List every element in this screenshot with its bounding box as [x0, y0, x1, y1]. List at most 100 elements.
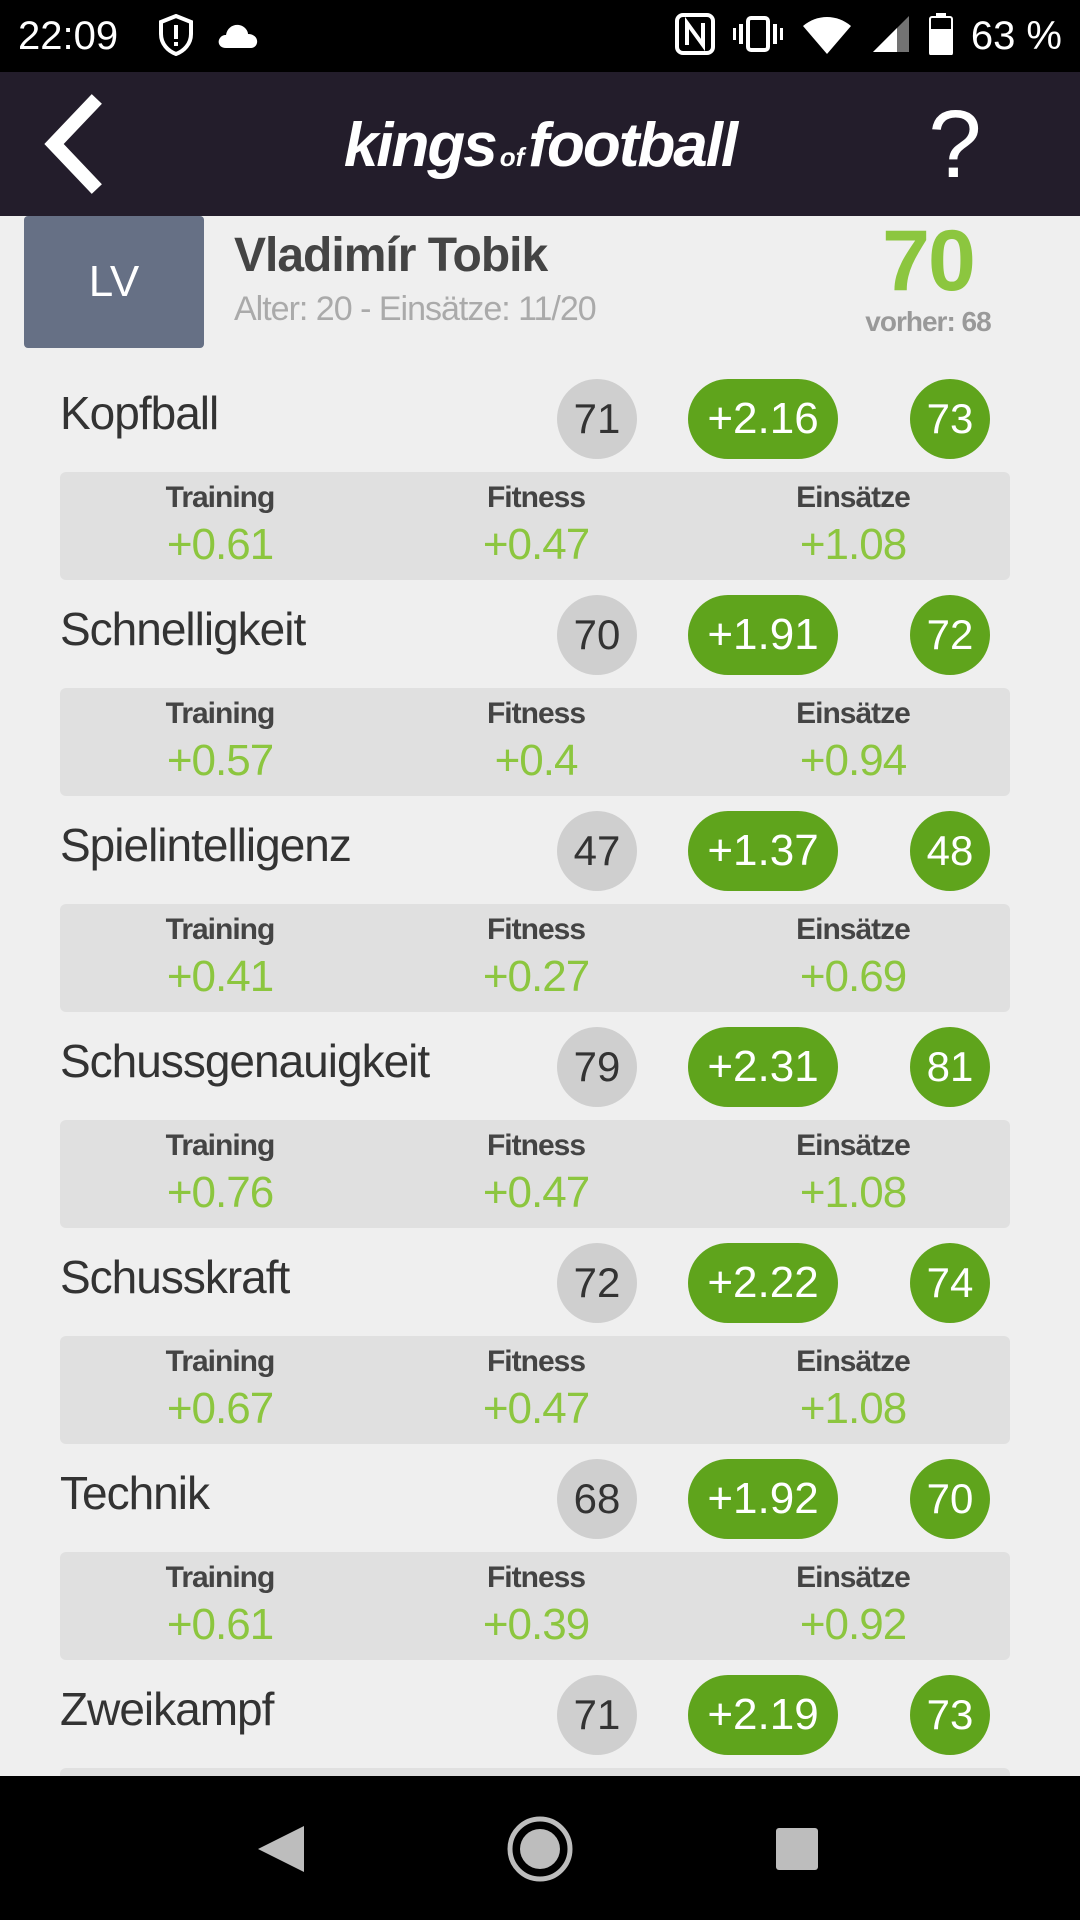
new-value-badge: 70 — [910, 1459, 990, 1539]
training-label: Training — [165, 697, 276, 730]
training-value: +0.57 — [166, 736, 274, 785]
training-label: Training — [165, 481, 276, 514]
fitness-value: +0.39 — [482, 1600, 590, 1649]
matches-label: Einsätze — [796, 1129, 911, 1162]
signal-icon — [871, 14, 911, 59]
battery-icon — [928, 12, 953, 60]
new-value-badge: 73 — [910, 1675, 990, 1755]
new-value-badge: 48 — [910, 811, 990, 891]
old-value-badge: 68 — [557, 1459, 637, 1539]
system-nav-bar — [0, 1776, 1080, 1920]
new-value-badge: 81 — [910, 1027, 990, 1107]
new-value-badge: 74 — [910, 1243, 990, 1323]
cloud-icon — [216, 20, 260, 55]
matches-column: Einsätze +0.92 — [733, 1558, 973, 1652]
matches-column: Einsätze +1.08 — [733, 1126, 973, 1220]
fitness-label: Fitness — [486, 481, 586, 514]
delta-badge: +2.19 — [688, 1675, 838, 1755]
attribute-name: Zweikampf — [60, 1683, 274, 1735]
attribute-breakdown: Training +0.61 Fitness +0.39 Einsätze +0… — [60, 1552, 1010, 1660]
status-bar: 22:09 63 % — [0, 0, 1080, 72]
nav-recents-button[interactable] — [752, 1804, 842, 1894]
matches-column: Einsätze +0.69 — [733, 910, 973, 1004]
attribute-list: Kopfball 71 +2.16 73 Training +0.61 Fitn… — [0, 366, 1080, 1776]
attribute-header: Schusskraft 72 +2.22 74 — [0, 1230, 1080, 1323]
position-badge: LV — [24, 216, 204, 348]
attribute-breakdown: Training +0.61 Fitness +0.47 Einsätze +1… — [60, 472, 1010, 580]
training-column: Training +0.67 — [100, 1342, 340, 1436]
attribute-breakdown: Training +0.67 Fitness +0.47 Einsätze +1… — [60, 1336, 1010, 1444]
back-button[interactable] — [36, 92, 108, 196]
old-value-badge: 71 — [557, 1675, 637, 1755]
attribute-row: Technik 68 +1.92 70 Training +0.61 Fitne… — [0, 1446, 1080, 1662]
matches-value: +0.92 — [799, 1600, 907, 1649]
delta-badge: +2.22 — [688, 1243, 838, 1323]
status-time: 22:09 — [18, 14, 119, 58]
matches-label: Einsätze — [796, 697, 911, 730]
delta-badge: +2.31 — [688, 1027, 838, 1107]
attribute-name: Schnelligkeit — [60, 603, 306, 655]
attribute-breakdown: Training +0.41 Fitness +0.27 Einsätze +0… — [60, 904, 1010, 1012]
matches-value: +1.08 — [799, 1168, 907, 1217]
app-logo: kings offootball — [343, 111, 738, 180]
attribute-header: Schussgenauigkeit 79 +2.31 81 — [0, 1014, 1080, 1107]
training-value: +0.61 — [166, 1600, 274, 1649]
square-recents-icon — [776, 1828, 818, 1870]
training-label: Training — [165, 1561, 276, 1594]
old-value-badge: 47 — [557, 811, 637, 891]
fitness-label: Fitness — [486, 1129, 586, 1162]
player-name: Vladimír Tobik — [234, 229, 548, 282]
triangle-back-icon — [258, 1826, 304, 1872]
app-header: kings offootball ? — [0, 72, 1080, 216]
fitness-label: Fitness — [486, 1561, 586, 1594]
fitness-column: Fitness +0.27 — [416, 910, 656, 1004]
matches-label: Einsätze — [796, 1345, 911, 1378]
fitness-label: Fitness — [486, 697, 586, 730]
training-label: Training — [165, 1345, 276, 1378]
attribute-row: Schnelligkeit 70 +1.91 72 Training +0.57… — [0, 582, 1080, 798]
nav-home-button[interactable] — [495, 1804, 585, 1894]
fitness-value: +0.47 — [482, 1384, 590, 1433]
training-column: Training +0.76 — [100, 1126, 340, 1220]
matches-column: Einsätze +0.94 — [733, 694, 973, 788]
attribute-name: Kopfball — [60, 387, 219, 439]
attribute-row: Spielintelligenz 47 +1.37 48 Training +0… — [0, 798, 1080, 1014]
training-label: Training — [165, 913, 276, 946]
attribute-header: Kopfball 71 +2.16 73 — [0, 366, 1080, 459]
training-value: +0.76 — [166, 1168, 274, 1217]
previous-rating: vorher: 68 — [865, 306, 991, 337]
matches-value: +1.08 — [799, 1384, 907, 1433]
matches-label: Einsätze — [796, 481, 911, 514]
attribute-header: Schnelligkeit 70 +1.91 72 — [0, 582, 1080, 675]
matches-value: +0.94 — [799, 736, 907, 785]
nfc-icon — [674, 12, 715, 60]
attribute-row: Zweikampf 71 +2.19 73 — [0, 1662, 1080, 1776]
player-meta: Alter: 20 - Einsätze: 11/20 — [234, 290, 597, 328]
matches-column: Einsätze +1.08 — [733, 1342, 973, 1436]
training-column: Training +0.57 — [100, 694, 340, 788]
attribute-header: Spielintelligenz 47 +1.37 48 — [0, 798, 1080, 891]
help-button[interactable]: ? — [928, 91, 982, 198]
matches-column: Einsätze +1.08 — [733, 478, 973, 572]
attribute-header: Zweikampf 71 +2.19 73 — [0, 1662, 1080, 1755]
attribute-row: Schusskraft 72 +2.22 74 Training +0.67 F… — [0, 1230, 1080, 1446]
attribute-name: Schussgenauigkeit — [60, 1035, 430, 1087]
old-value-badge: 71 — [557, 379, 637, 459]
attribute-header: Technik 68 +1.92 70 — [0, 1446, 1080, 1539]
training-column: Training +0.61 — [100, 478, 340, 572]
fitness-value: +0.47 — [482, 1168, 590, 1217]
vibrate-icon — [732, 14, 783, 59]
attribute-breakdown: Training +0.76 Fitness +0.47 Einsätze +1… — [60, 1120, 1010, 1228]
delta-badge: +1.37 — [688, 811, 838, 891]
nav-back-button[interactable] — [236, 1804, 326, 1894]
fitness-column: Fitness +0.39 — [416, 1558, 656, 1652]
training-label: Training — [165, 1129, 276, 1162]
new-value-badge: 72 — [910, 595, 990, 675]
attribute-row: Schussgenauigkeit 79 +2.31 81 Training +… — [0, 1014, 1080, 1230]
attribute-breakdown — [60, 1768, 1010, 1776]
fitness-value: +0.4 — [494, 736, 579, 785]
player-card: LV Vladimír Tobik Alter: 20 - Einsätze: … — [0, 216, 1080, 366]
attribute-name: Technik — [60, 1467, 210, 1519]
fitness-column: Fitness +0.47 — [416, 478, 656, 572]
training-column: Training +0.61 — [100, 1558, 340, 1652]
